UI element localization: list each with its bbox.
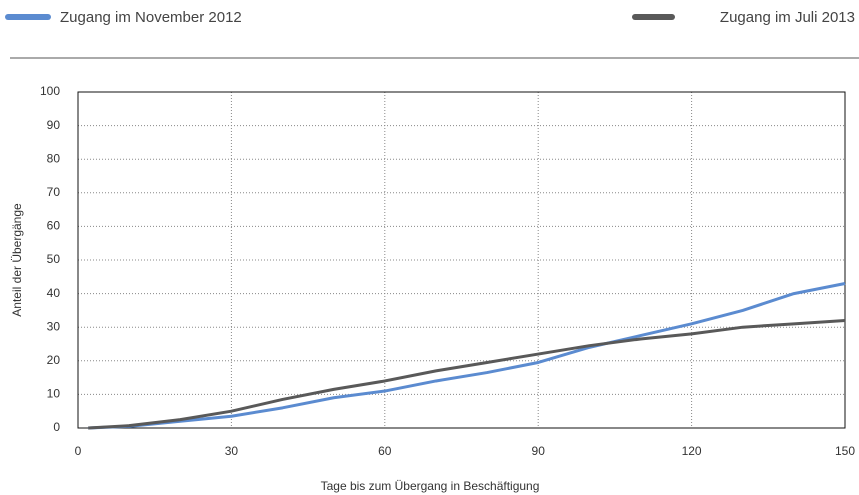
series-line (88, 318, 846, 430)
y-tick-label: 40 (47, 286, 61, 300)
legend-label: Zugang im Juli 2013 (720, 9, 855, 26)
y-tick-label: 80 (47, 151, 61, 165)
y-tick-label: 10 (47, 387, 61, 401)
y-tick-label: 20 (47, 353, 61, 367)
x-tick-label: 150 (835, 444, 855, 458)
y-axis-label: Anteil der Übergänge (10, 203, 24, 317)
plot-frame (77, 91, 846, 429)
y-tick-label: 0 (53, 420, 60, 434)
y-tick-label: 70 (47, 185, 61, 199)
x-tick-label: 90 (532, 444, 546, 458)
series-line (88, 282, 846, 430)
x-tick-label: 60 (378, 444, 392, 458)
x-axis-label: Tage bis zum Übergang in Beschäftigung (321, 479, 540, 493)
y-tick-label: 50 (47, 252, 61, 266)
x-tick-label: 120 (682, 444, 702, 458)
x-tick-label: 0 (75, 444, 82, 458)
y-tick-label: 100 (40, 84, 60, 98)
y-tick-label: 90 (47, 118, 61, 132)
y-tick-label: 60 (47, 219, 61, 233)
y-tick-label: 30 (47, 319, 61, 333)
x-tick-label: 30 (225, 444, 239, 458)
legend-label: Zugang im November 2012 (60, 9, 242, 26)
